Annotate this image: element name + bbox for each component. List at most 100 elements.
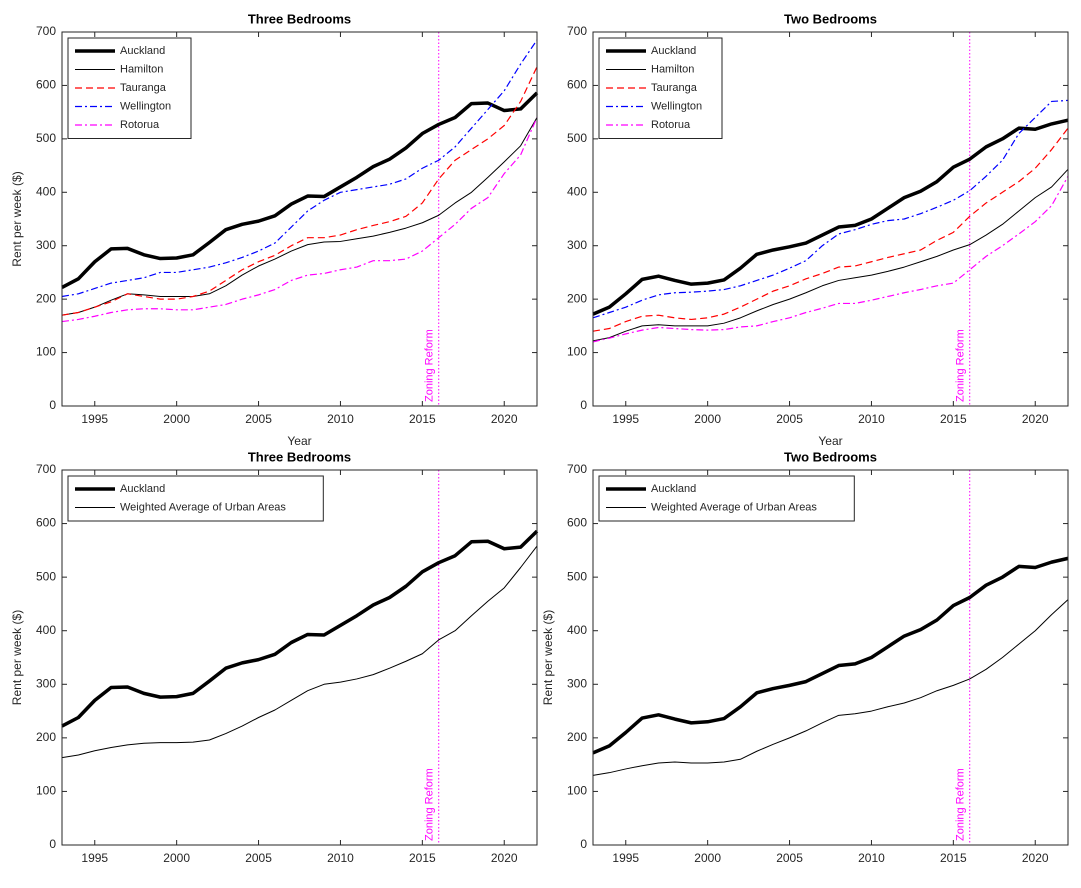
series-line [592,599,1069,776]
series-line [61,91,539,289]
x-tick-label: 2015 [409,851,436,865]
legend-label: Tauranga [651,82,698,94]
series-line [592,127,1069,332]
legend-label: Auckland [651,45,696,57]
axes-frame [592,469,1069,846]
y-tick-label: 300 [36,676,56,690]
legend-label: Weighted Average of Urban Areas [120,501,286,513]
y-tick-label: 0 [49,398,56,412]
series-line [592,168,1069,342]
series-line [61,66,538,316]
series-line [61,117,538,323]
y-tick-label: 500 [567,569,587,583]
legend-label: Weighted Average of Urban Areas [651,501,817,513]
plot-area [593,470,1068,845]
y-tick-label: 600 [36,78,56,92]
y-tick-label: 200 [36,730,56,744]
x-tick-label: 2000 [694,412,721,426]
y-tick-label: 700 [567,462,587,476]
series-line [61,529,539,728]
plot-area [62,470,537,845]
y-tick-label: 400 [36,184,56,198]
y-tick-label: 400 [36,623,56,637]
x-tick-label: 2010 [327,412,354,426]
x-tick-label: 2010 [858,412,885,426]
subplot: Three Bedrooms Rent per week ($) Year 0 100 2… [10,11,539,448]
x-tick-label: 2020 [1022,851,1049,865]
x-tick-label: 2000 [163,412,190,426]
y-axis-label: Rent per week ($) [10,610,24,705]
legend-box [67,475,324,522]
y-tick-label: 700 [567,24,587,38]
series-line [61,39,538,298]
x-tick-label: 2010 [858,851,885,865]
legend-label: Auckland [651,483,696,495]
series-line [592,556,1069,755]
y-axis-label: Rent per week ($) [10,171,24,266]
legend-label: Hamilton [120,63,163,75]
x-tick-label: 1995 [612,412,639,426]
x-tick-label: 2005 [776,851,803,865]
series-line [592,175,1069,343]
x-tick-label: 2005 [245,412,272,426]
y-tick-label: 200 [567,730,587,744]
legend-label: Wellington [651,100,702,112]
x-tick-label: 1995 [81,412,108,426]
y-tick-label: 300 [567,238,587,252]
legend-label: Wellington [120,100,171,112]
x-tick-label: 2000 [694,851,721,865]
axes-frame [61,469,538,846]
subplot: Two Bedrooms Rent per week ($) 0 100 200 300 4… [541,449,1069,865]
x-tick-label: 2010 [327,851,354,865]
y-tick-label: 100 [567,345,587,359]
y-tick-label: 600 [567,78,587,92]
y-tick-label: 0 [580,837,587,851]
legend-label: Rotorua [651,119,691,131]
series-line [592,118,1069,316]
y-tick-label: 700 [36,462,56,476]
subplot: Three Bedrooms Rent per week ($) 0 100 200 30… [10,449,539,865]
axes-frame [592,31,1069,407]
x-axis-label: Year [818,434,842,448]
x-tick-label: 2005 [776,412,803,426]
legend-label: Tauranga [120,82,167,94]
y-tick-label: 100 [36,784,56,798]
y-tick-label: 500 [36,131,56,145]
y-tick-label: 300 [36,238,56,252]
y-tick-label: 0 [580,398,587,412]
y-tick-label: 100 [36,345,56,359]
series-line [61,545,538,759]
series-line [61,117,538,316]
x-axis-label: Year [287,434,311,448]
y-tick-label: 600 [36,516,56,530]
reference-label: Zoning Reform [424,768,436,841]
legend-label: Rotorua [120,119,160,131]
legend-label: Auckland [120,483,165,495]
x-tick-label: 2015 [940,851,967,865]
y-tick-label: 400 [567,623,587,637]
legend-box [598,475,855,522]
y-tick-label: 300 [567,676,587,690]
x-tick-label: 2020 [491,851,518,865]
reference-label: Zoning Reform [955,329,967,402]
x-tick-label: 2020 [1022,412,1049,426]
chart-title: Three Bedrooms [248,11,351,26]
reference-label: Zoning Reform [424,329,436,402]
x-tick-label: 2000 [163,851,190,865]
y-tick-label: 700 [36,24,56,38]
y-tick-label: 200 [36,291,56,305]
y-tick-label: 400 [567,184,587,198]
y-tick-label: 600 [567,516,587,530]
y-tick-label: 500 [36,569,56,583]
y-tick-label: 200 [567,291,587,305]
y-tick-label: 500 [567,131,587,145]
axes-frame [61,31,538,407]
subplot: Two Bedrooms Year 0 100 200 300 400 500 600 700 19… [567,11,1069,448]
reference-label: Zoning Reform [955,768,967,841]
x-tick-label: 2015 [409,412,436,426]
chart-title: Three Bedrooms [248,449,351,464]
x-tick-label: 2015 [940,412,967,426]
chart-title: Two Bedrooms [784,449,877,464]
